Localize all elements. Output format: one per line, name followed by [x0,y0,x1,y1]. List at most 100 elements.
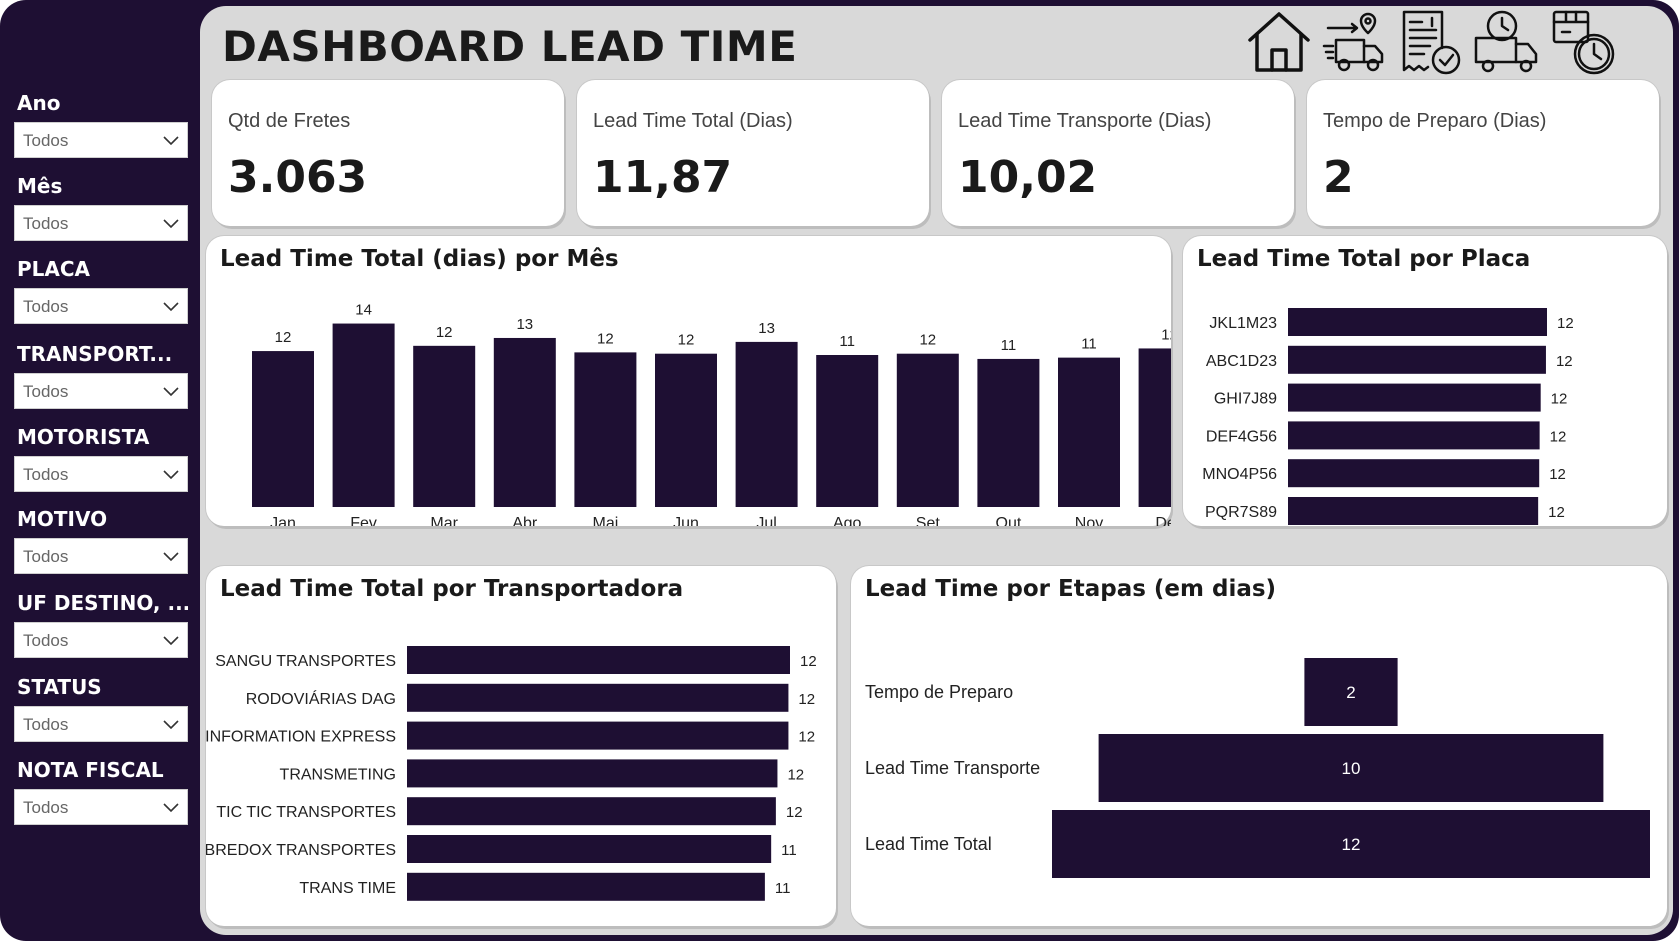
month-bar[interactable] [977,358,1040,507]
month-bar[interactable] [655,353,717,507]
placa-bar[interactable] [1288,383,1541,412]
etapa-category-label: Tempo de Preparo [865,682,1013,702]
filter-dropdown[interactable]: Todos [14,288,188,324]
filter-selected-value: Todos [23,631,69,650]
placa-data-label: 12 [1550,428,1567,445]
month-tick-label: Jul [756,515,776,526]
filter-dropdown[interactable]: Todos [14,373,188,409]
package-clock-icon[interactable] [1548,8,1618,78]
month-bar[interactable] [493,337,556,507]
filter-label: Ano [17,91,61,115]
transportadora-data-label: 12 [798,691,815,708]
filter-dropdown[interactable]: Todos [14,456,188,492]
chevron-down-icon [163,302,179,312]
chart-card-etapas: Lead Time por Etapas (em dias) 2 Tempo de… [851,566,1667,926]
filter-label: NOTA FISCAL [17,758,164,782]
chart-title-placa: Lead Time Total por Placa [1197,246,1531,272]
etapa-bar[interactable] [1304,658,1398,726]
transportadora-bar[interactable] [407,683,789,712]
invoice-check-icon[interactable] [1396,8,1466,78]
transportadora-data-label: 11 [775,880,791,897]
transportadora-category-label: TRANS TIME [299,880,396,897]
month-bar[interactable] [1058,357,1120,507]
filter-dropdown[interactable]: Todos [14,789,188,825]
filter-motorista: MOTORISTA Todos [14,422,188,492]
transportadora-bar[interactable] [407,759,778,788]
filter-status: STATUS Todos [14,672,188,742]
month-data-label: 11 [1081,336,1097,353]
kpi-value: 11,87 [593,152,733,203]
filter-dropdown[interactable]: Todos [14,205,188,241]
etapa-data-label: 2 [1346,683,1355,702]
filter-ano: Ano Todos [14,88,188,158]
filter-dropdown[interactable]: Todos [14,122,188,158]
month-data-label: 12 [678,332,695,349]
transportadora-category-label: TIC TIC TRANSPORTES [216,804,396,821]
month-bar-chart: 12 Jan 14 Fev 12 Mar 13 Abr 12 Mai 12 Jun 13 Jul 11 Ago… [252,302,1171,526]
filter-dropdown[interactable]: Todos [14,538,188,574]
chevron-down-icon [163,720,179,730]
month-bar[interactable] [252,351,314,507]
kpi-value: 2 [1323,152,1354,203]
etapa-bar[interactable] [1098,734,1604,802]
filter-selected-value: Todos [23,214,69,233]
chart-card-transportadora: Lead Time Total por Transportadora SANGU… [206,566,836,926]
placa-bar[interactable] [1288,497,1539,525]
month-data-label: 14 [355,302,372,319]
month-bar[interactable] [735,341,798,507]
placa-bar[interactable] [1288,308,1547,336]
placa-data-label: 12 [1556,353,1573,370]
filter-mes: Mês Todos [14,171,188,241]
placa-bar[interactable] [1288,459,1540,488]
placa-bar[interactable] [1288,345,1546,374]
transportadora-bar[interactable] [407,835,772,863]
filter-selected-value: Todos [23,547,69,566]
filter-label: STATUS [17,675,102,699]
month-bar[interactable] [816,355,879,507]
transportadora-bar[interactable] [407,797,776,826]
kpi-card-lead-time-transporte-dias: Lead Time Transporte (Dias) 10,02 [942,80,1294,226]
chevron-down-icon [163,136,179,146]
month-tick-label: Jun [673,515,699,526]
month-data-label: 13 [758,320,775,337]
month-bar[interactable] [1138,348,1171,507]
chart-title-month: Lead Time Total (dias) por Mês [220,246,619,272]
filter-dropdown[interactable]: Todos [14,622,188,658]
month-data-label: 12 [919,332,936,349]
kpi-value: 3.063 [228,152,368,203]
truck-clock-icon[interactable] [1472,8,1542,78]
home-icon[interactable] [1244,8,1314,78]
transportadora-bar[interactable] [407,646,790,674]
kpi-label: Qtd de Fretes [228,110,351,132]
transportadora-bar[interactable] [407,872,765,901]
month-bar[interactable] [896,353,959,507]
placa-bar[interactable] [1288,421,1540,450]
chevron-down-icon [163,552,179,562]
main-panel: DASHBOARD LEAD TIME [200,6,1673,935]
month-bar[interactable] [332,323,395,507]
filter-dropdown[interactable]: Todos [14,706,188,742]
delivery-truck-location-icon[interactable] [1320,8,1390,78]
etapa-bar[interactable] [1052,810,1650,878]
chevron-down-icon [163,636,179,646]
month-tick-label: Jan [270,515,296,526]
filter-label: PLACA [17,257,91,281]
transportadora-category-label: RODOVIÁRIAS DAG [246,689,396,708]
transportadora-category-label: INFORMATION EXPRESS [206,729,396,746]
placa-data-label: 12 [1551,391,1568,408]
month-tick-label: Abr [512,515,538,526]
kpi-label: Lead Time Transporte (Dias) [958,110,1212,132]
kpi-label: Tempo de Preparo (Dias) [1323,110,1547,132]
etapa-category-label: Lead Time Transporte [865,758,1040,778]
nav-icon-bar [1244,6,1664,80]
etapa-category-label: Lead Time Total [865,834,992,854]
month-tick-label: Nov [1075,515,1103,526]
month-bar[interactable] [574,352,637,507]
filter-label: UF DESTINO, ... [17,591,188,615]
month-bar[interactable] [413,345,476,507]
transportadora-bar[interactable] [407,721,789,750]
placa-category-label: PQR7S89 [1205,504,1277,521]
placa-data-label: 12 [1549,466,1566,483]
chevron-down-icon [163,219,179,229]
